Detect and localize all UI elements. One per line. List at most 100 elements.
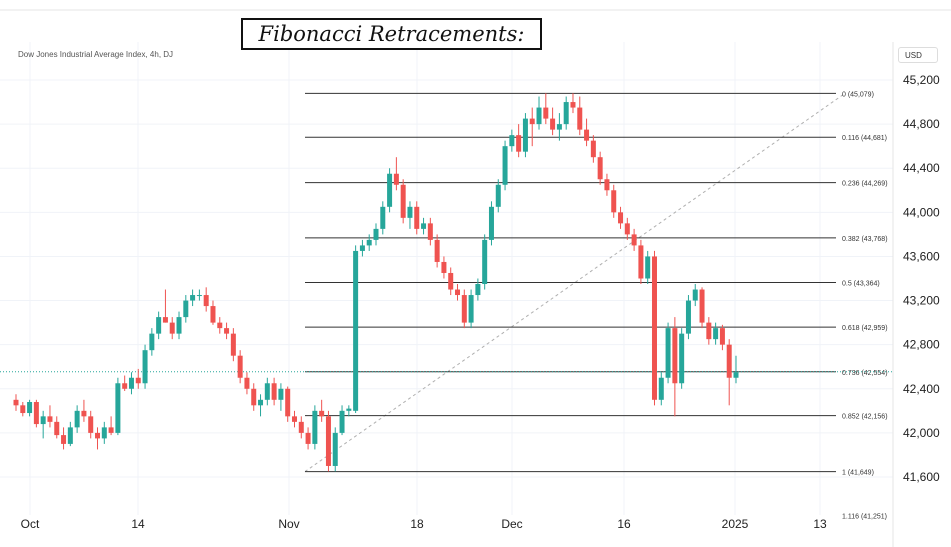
candle-body: [346, 408, 352, 411]
candle-body: [332, 432, 338, 466]
fib-level-label: 1.116 (41,251): [842, 513, 887, 520]
candle-body: [108, 427, 114, 433]
candle-body: [624, 223, 630, 235]
candle-body: [190, 295, 196, 301]
candle-body: [387, 173, 393, 207]
time-tick-label: 18: [410, 517, 424, 531]
candles: [13, 93, 739, 472]
candle-body: [217, 322, 223, 329]
candle-body: [393, 173, 399, 185]
candle-body: [176, 317, 182, 334]
candle-body: [726, 344, 732, 378]
candle-body: [115, 383, 121, 433]
candle-body: [556, 124, 562, 130]
candle-body: [611, 190, 617, 213]
fib-trend-line: [304, 92, 846, 473]
candle-body: [645, 256, 651, 279]
price-tick-label: 42,400: [903, 382, 940, 396]
price-tick-label: 41,600: [903, 470, 940, 484]
candle-body: [298, 421, 304, 433]
time-tick-label: 13: [813, 517, 827, 531]
candle-body: [95, 432, 101, 439]
candle-body: [196, 295, 202, 297]
candle-body: [156, 317, 162, 334]
candle-body: [577, 107, 583, 130]
candle-body: [325, 416, 331, 466]
candle-body: [699, 289, 705, 323]
candle-body: [631, 234, 637, 246]
time-tick-label: 14: [131, 517, 145, 531]
fib-level-label: 1 (41,649): [842, 470, 874, 477]
fib-level-label: 0.382 (43,768): [842, 236, 888, 243]
candle-body: [706, 322, 712, 340]
candle-body: [74, 410, 80, 428]
candle-body: [461, 295, 467, 323]
candle-body: [305, 432, 311, 444]
candle-body: [448, 272, 454, 290]
candle-body: [258, 399, 264, 406]
candle-body: [183, 300, 189, 318]
candle-body: [685, 300, 691, 334]
candle-body: [135, 377, 141, 384]
candle-body: [570, 102, 576, 108]
candle-body: [407, 206, 413, 218]
candle-body: [597, 157, 603, 180]
price-tick-label: 43,600: [903, 249, 940, 263]
candle-body: [128, 377, 134, 389]
candle-body: [142, 350, 148, 384]
candle-body: [380, 206, 386, 229]
candle-body: [366, 239, 372, 246]
candle-body: [495, 184, 501, 207]
candle-body: [13, 399, 19, 406]
candle-body: [237, 355, 243, 378]
candle-body: [264, 383, 270, 400]
candle-body: [291, 416, 297, 422]
candle-body: [339, 410, 345, 433]
candle-body: [529, 118, 535, 125]
price-tick-label: 43,200: [903, 294, 940, 308]
time-tick-label: Nov: [278, 517, 299, 531]
candle-body: [54, 421, 60, 436]
candle-body: [414, 206, 420, 229]
candle-body: [47, 416, 53, 422]
currency-button[interactable]: USD: [898, 47, 938, 63]
candle-body: [516, 135, 522, 152]
time-tick-label: Dec: [501, 517, 522, 531]
candle-body: [502, 146, 508, 185]
candle-body: [373, 228, 379, 240]
symbol-label: Dow Jones Industrial Average Index, 4h, …: [18, 50, 174, 59]
candle-body: [455, 289, 461, 296]
candle-body: [61, 435, 67, 444]
time-tick-label: 2025: [722, 517, 749, 531]
candle-body: [618, 212, 624, 224]
candle-body: [584, 129, 590, 141]
candle-body: [400, 184, 406, 218]
chart-title: Fibonacci Retracements:: [241, 18, 542, 50]
fib-level-label: 0 (45,079): [842, 91, 874, 98]
candle-body: [679, 333, 685, 384]
candle-body: [244, 377, 250, 389]
candle-body: [692, 289, 698, 301]
candle-body: [319, 410, 325, 417]
candle-body: [285, 388, 291, 417]
candle-body: [203, 295, 209, 307]
fib-level-label: 0.5 (43,364): [842, 280, 880, 287]
candle-body: [475, 284, 481, 296]
candle-body: [441, 261, 447, 273]
candle-body: [101, 427, 107, 439]
candle-body: [550, 118, 556, 130]
fib-levels: 0 (45,079) 0.116 (44,681) 0.236 (44,269) 0.…: [0, 91, 893, 520]
candle-body: [733, 372, 739, 378]
candle-body: [359, 245, 365, 251]
fib-level-label: 0.116 (44,681): [842, 135, 887, 142]
time-tick-label: 16: [617, 517, 631, 531]
candle-body: [312, 410, 318, 444]
candle-body: [651, 256, 657, 400]
candle-body: [149, 333, 155, 351]
price-tick-label: 44,800: [903, 117, 940, 131]
candle-body: [719, 328, 725, 345]
candle-body: [122, 383, 128, 389]
candle-body: [665, 328, 671, 378]
candle-body: [162, 317, 168, 323]
